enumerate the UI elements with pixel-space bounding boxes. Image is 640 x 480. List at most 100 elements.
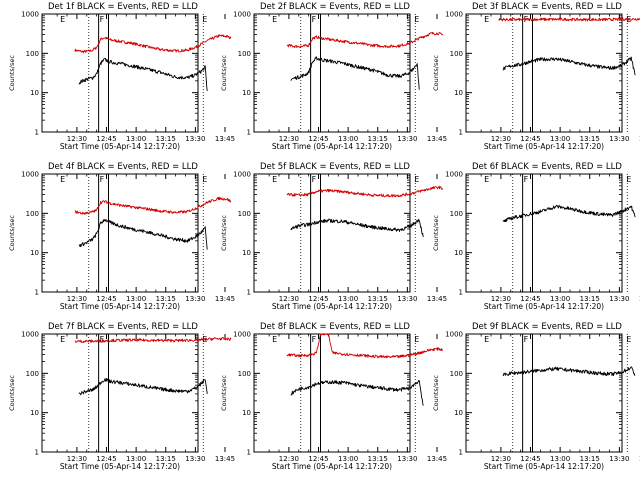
y-tick-label: 100 — [26, 370, 39, 378]
x-axis-label: Start Time (05-Apr-14 12:17:20) — [60, 142, 180, 151]
events-series-line — [502, 56, 636, 76]
x-tick-label: 12:45 — [96, 295, 116, 303]
interval-marker-f: F — [524, 335, 529, 344]
plot-frame — [465, 333, 623, 453]
x-tick-label: 13:45 — [639, 455, 640, 463]
interval-marker-e: E — [414, 175, 419, 184]
plot-frame — [253, 173, 411, 293]
y-tick-label: 1000 — [233, 171, 251, 179]
y-tick-label: 1 — [459, 289, 463, 297]
events-series-line — [502, 366, 636, 377]
plot-frame — [253, 13, 411, 133]
interval-marker-e: E — [202, 175, 207, 184]
y-tick-label: 1 — [35, 449, 39, 457]
y-tick-label: 1000 — [233, 331, 251, 339]
x-tick-label: 13:15 — [368, 135, 388, 143]
y-tick-label: 1 — [459, 129, 463, 137]
interval-marker-f: F — [100, 175, 105, 184]
x-tick-label: 12:45 — [520, 135, 540, 143]
interval-marker-e: E — [272, 15, 277, 24]
x-tick-label: 12:30 — [491, 455, 511, 463]
x-axis-label: Start Time (05-Apr-14 12:17:20) — [484, 302, 604, 311]
x-tick-label: 13:15 — [368, 455, 388, 463]
x-tick-label: 12:30 — [491, 135, 511, 143]
x-tick-label: 13:45 — [427, 135, 447, 143]
x-tick-label: 13:30 — [397, 295, 417, 303]
chart-panel-det1: Det 1f BLACK = Events, RED = LLD 1 10 100 10… — [8, 2, 235, 151]
x-tick-label: 12:30 — [279, 295, 299, 303]
x-tick-label: 13:00 — [126, 455, 146, 463]
x-tick-label: 13:30 — [185, 135, 205, 143]
chart-panel-det8: Det 8f BLACK = Events, RED = LLD 1 10 100 10… — [220, 322, 447, 471]
interval-marker-f: F — [100, 15, 105, 24]
x-tick-label: 13:30 — [397, 135, 417, 143]
lld-series-line — [74, 34, 232, 54]
x-tick-label: 12:30 — [67, 135, 87, 143]
y-tick-label: 1 — [35, 289, 39, 297]
x-axis-label: Start Time (05-Apr-14 12:17:20) — [60, 302, 180, 311]
lld-series-line — [498, 17, 640, 22]
x-tick-label: 13:00 — [550, 295, 570, 303]
x-tick-label: 13:45 — [639, 295, 640, 303]
y-axis-label: Counts/sec — [432, 55, 440, 91]
interval-marker-f: F — [100, 335, 105, 344]
events-series-line — [502, 204, 636, 223]
chart-title: Det 5f BLACK = Events, RED = LLD — [260, 162, 410, 172]
y-tick-label: 1 — [247, 289, 251, 297]
y-axis-label: Counts/sec — [220, 375, 228, 411]
plot-frame — [41, 13, 199, 133]
x-tick-label: 13:45 — [427, 295, 447, 303]
x-tick-label: 13:45 — [427, 455, 447, 463]
x-tick-label: 13:30 — [397, 455, 417, 463]
interval-marker-e: E — [60, 175, 65, 184]
events-series-line — [78, 218, 208, 250]
chart-panel-det6: Det 6f BLACK = Events, RED = LLD 1 10 100 10… — [432, 162, 640, 311]
x-tick-label: 13:15 — [156, 135, 176, 143]
x-tick-label: 12:45 — [520, 455, 540, 463]
x-tick-label: 13:45 — [215, 135, 235, 143]
y-tick-label: 1000 — [445, 331, 463, 339]
y-tick-label: 10 — [454, 409, 463, 417]
chart-panel-det5: Det 5f BLACK = Events, RED = LLD 1 10 100 10… — [220, 162, 447, 311]
lld-series-line — [286, 185, 444, 198]
chart-title: Det 3f BLACK = Events, RED = LLD — [472, 2, 622, 12]
x-axis-label: Start Time (05-Apr-14 12:17:20) — [484, 142, 604, 151]
x-tick-label: 12:45 — [96, 455, 116, 463]
chart-title: Det 8f BLACK = Events, RED = LLD — [260, 322, 410, 332]
interval-marker-e: E — [484, 175, 489, 184]
x-tick-label: 12:45 — [308, 135, 328, 143]
chart-panel-det9: Det 9f BLACK = Events, RED = LLD 1 10 100 10… — [432, 322, 640, 471]
plot-frame — [41, 173, 199, 293]
chart-title: Det 7f BLACK = Events, RED = LLD — [48, 322, 198, 332]
x-tick-label: 13:15 — [156, 455, 176, 463]
plot-frame — [41, 333, 199, 453]
x-tick-label: 13:45 — [215, 455, 235, 463]
interval-marker-e: E — [626, 335, 631, 344]
x-tick-label: 13:15 — [156, 295, 176, 303]
y-axis-label: Counts/sec — [8, 375, 16, 411]
x-tick-label: 13:30 — [609, 455, 629, 463]
chart-panel-det3: Det 3f BLACK = Events, RED = LLD 1 10 100 10… — [432, 2, 640, 151]
events-series-line — [78, 378, 208, 396]
chart-title: Det 9f BLACK = Events, RED = LLD — [472, 322, 622, 332]
x-tick-label: 13:00 — [338, 295, 358, 303]
y-tick-label: 1 — [247, 129, 251, 137]
y-tick-label: 10 — [242, 409, 251, 417]
interval-marker-e: E — [272, 335, 277, 344]
lld-series-line — [74, 196, 232, 215]
x-tick-label: 13:15 — [580, 455, 600, 463]
x-tick-label: 13:30 — [609, 135, 629, 143]
x-tick-label: 13:00 — [550, 455, 570, 463]
y-axis-label: Counts/sec — [8, 215, 16, 251]
lld-series-line — [286, 333, 444, 359]
chart-title: Det 6f BLACK = Events, RED = LLD — [472, 162, 622, 172]
x-tick-label: 12:45 — [308, 295, 328, 303]
interval-marker-f: F — [312, 15, 317, 24]
x-tick-label: 13:30 — [185, 455, 205, 463]
lld-series-line — [286, 31, 444, 49]
x-tick-label: 12:30 — [279, 135, 299, 143]
interval-marker-e: E — [272, 175, 277, 184]
y-tick-label: 1000 — [21, 11, 39, 19]
x-tick-label: 12:45 — [96, 135, 116, 143]
interval-marker-e: E — [484, 15, 489, 24]
